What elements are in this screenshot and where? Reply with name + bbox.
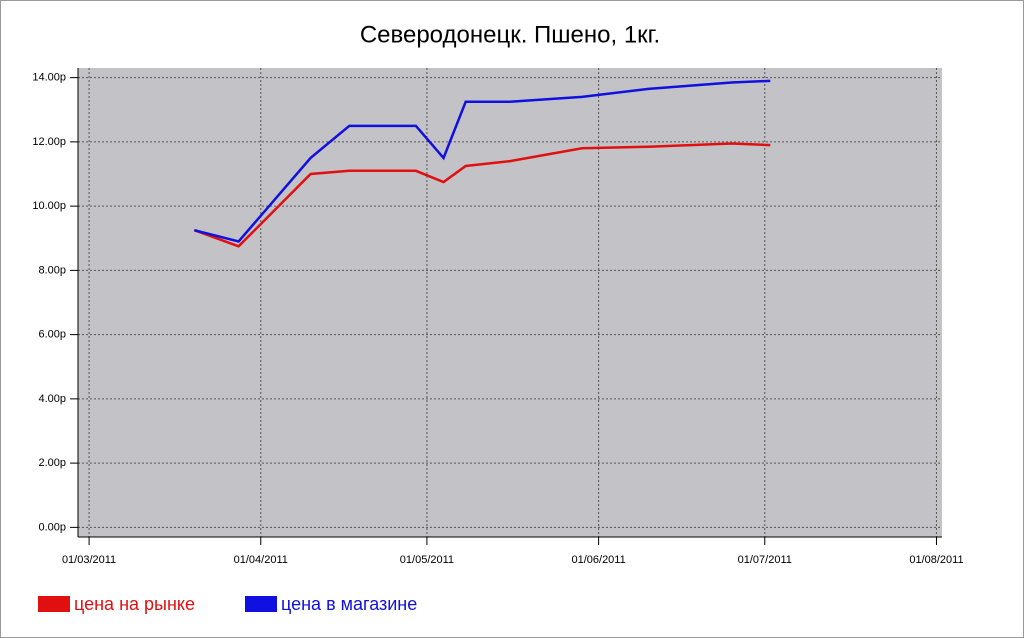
y-tick-label: 6.00р — [38, 329, 66, 341]
legend-label: цена в магазине — [281, 594, 417, 614]
series-line — [193, 142, 771, 248]
y-tick-label: 12.00р — [32, 136, 66, 148]
x-tick-label: 01/06/2011 — [571, 554, 625, 566]
y-tick-label: 10.00р — [32, 200, 66, 212]
legend-label: цена на рынке — [74, 594, 195, 614]
series-line — [194, 79, 771, 243]
y-tick-label: 14.00р — [32, 72, 66, 84]
x-tick-label: 01/04/2011 — [234, 554, 288, 566]
chart-title: Северодонецк. Пшено, 1кг. — [360, 21, 660, 48]
y-tick-label: 4.00р — [38, 393, 66, 405]
plot-area — [78, 68, 942, 537]
y-tick-label: 2.00р — [38, 457, 66, 469]
legend-swatch — [245, 596, 277, 612]
x-tick-label: 01/08/2011 — [909, 554, 963, 566]
y-tick-label: 8.00р — [38, 264, 66, 276]
legend-swatch — [38, 596, 70, 612]
x-tick-label: 01/05/2011 — [400, 554, 454, 566]
x-tick-label: 01/03/2011 — [62, 554, 116, 566]
y-tick-label: 0.00р — [38, 521, 66, 533]
x-tick-label: 01/07/2011 — [738, 554, 792, 566]
